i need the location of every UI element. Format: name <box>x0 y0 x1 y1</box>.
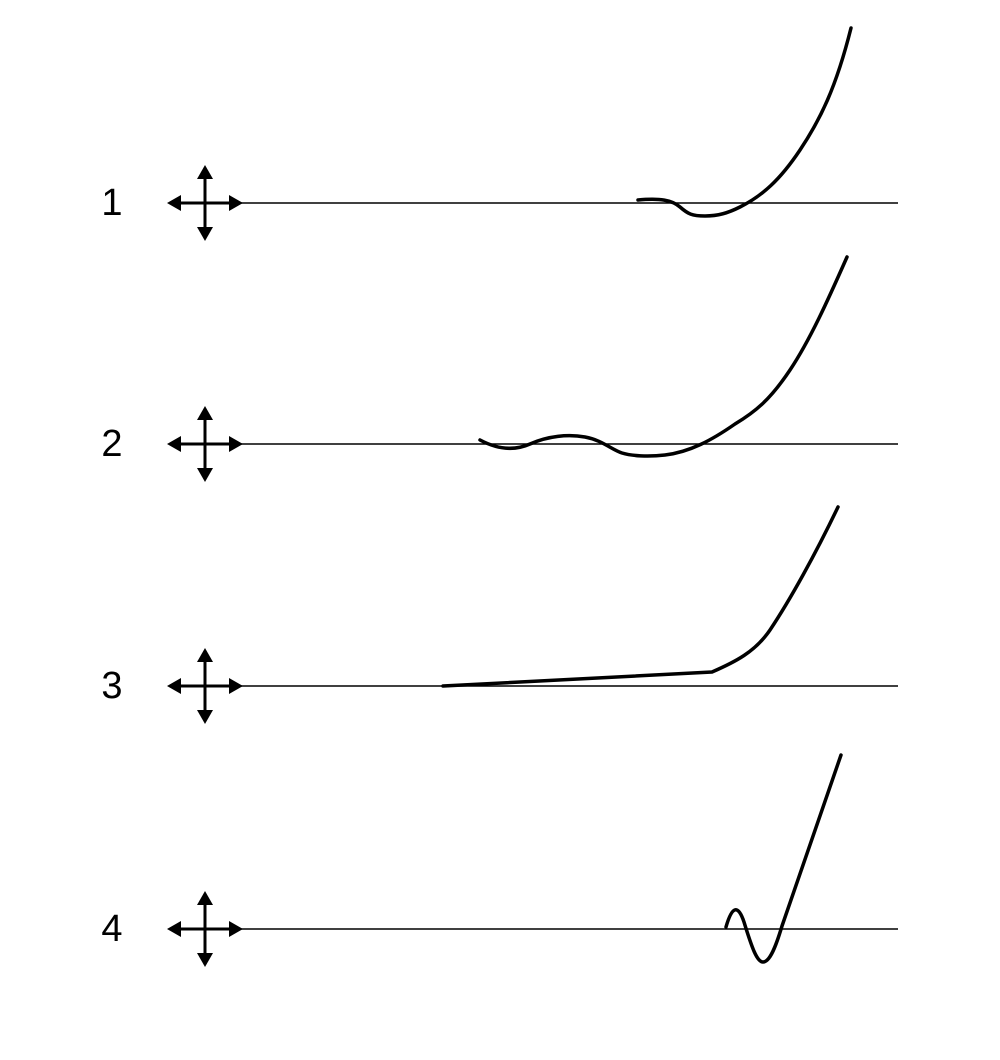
row-label-3: 3 <box>101 665 122 707</box>
curve-1 <box>638 28 851 216</box>
move-arrows-icon[interactable] <box>167 406 243 482</box>
row-label-1: 1 <box>101 182 122 224</box>
row-2: 2 <box>101 257 898 482</box>
move-arrows-icon[interactable] <box>167 165 243 241</box>
row-4: 4 <box>101 755 898 967</box>
row-1: 1 <box>101 28 898 241</box>
row-label-4: 4 <box>101 908 122 950</box>
curve-3 <box>443 507 838 686</box>
row-3: 3 <box>101 507 898 724</box>
move-arrows-icon[interactable] <box>167 648 243 724</box>
curve-4 <box>726 755 841 962</box>
curve-2 <box>480 257 847 456</box>
move-arrows-icon[interactable] <box>167 891 243 967</box>
row-label-2: 2 <box>101 423 122 465</box>
